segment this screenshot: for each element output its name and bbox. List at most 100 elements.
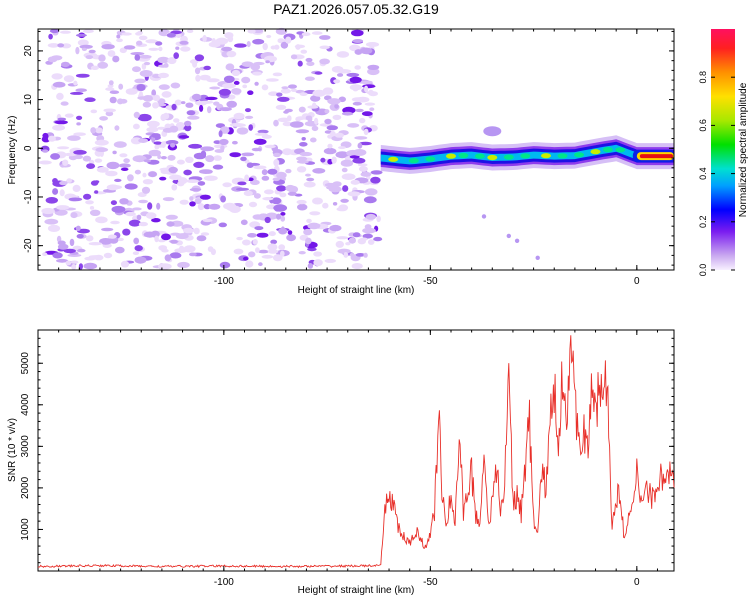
noise-speck	[219, 138, 229, 146]
noise-speck	[121, 32, 132, 36]
noise-speck	[94, 158, 103, 163]
noise-speck	[367, 68, 380, 76]
noise-speck	[118, 163, 131, 168]
signal-hotspot	[388, 156, 399, 162]
snr-y-tick-label: 5000	[20, 352, 31, 375]
noise-speck	[245, 108, 251, 113]
noise-speck	[290, 88, 297, 93]
noise-speck	[222, 83, 236, 89]
noise-speck	[142, 101, 152, 108]
noise-speck	[336, 51, 350, 58]
noise-speck	[107, 50, 116, 57]
snr-ylabel: SNR (10 * v/v)	[7, 418, 18, 482]
noise-speck	[270, 239, 278, 245]
noise-speck	[288, 84, 297, 89]
noise-speck	[254, 226, 264, 231]
noise-speck	[254, 81, 259, 86]
noise-speck	[139, 70, 153, 77]
noise-speck	[45, 197, 58, 204]
noise-speck	[312, 102, 317, 109]
noise-speck	[164, 254, 172, 262]
noise-speck	[298, 106, 306, 113]
noise-speck	[79, 44, 93, 49]
noise-speck	[363, 252, 368, 258]
noise-speck	[276, 185, 287, 192]
noise-speck	[273, 152, 281, 158]
noise-speck	[180, 101, 186, 105]
noise-speck	[207, 106, 212, 114]
noise-speck	[170, 143, 176, 148]
noise-speck	[137, 113, 152, 122]
noise-speck	[252, 71, 262, 76]
noise-speck	[296, 166, 307, 173]
noise-speck	[70, 91, 84, 95]
noise-speck	[160, 169, 169, 175]
noise-speck	[160, 113, 167, 122]
noise-speck	[151, 218, 161, 223]
noise-speck	[323, 147, 337, 155]
noise-speck	[258, 249, 269, 254]
noise-speck	[322, 202, 329, 209]
noise-speck	[76, 115, 83, 120]
noise-speck	[233, 112, 245, 120]
noise-speck	[336, 207, 347, 212]
noise-speck	[59, 180, 68, 186]
noise-speck	[242, 84, 248, 89]
noise-speck	[195, 74, 201, 82]
noise-speck	[170, 82, 181, 89]
noise-speck	[41, 136, 51, 143]
noise-speck	[208, 203, 221, 210]
noise-speck	[159, 176, 167, 181]
noise-speck	[266, 34, 272, 39]
noise-speck	[193, 161, 205, 168]
noise-speck	[47, 56, 58, 63]
noise-speck	[363, 128, 369, 135]
noise-speck	[101, 227, 114, 232]
signal-hotspot	[541, 153, 551, 159]
noise-speck	[340, 159, 354, 167]
noise-speck	[175, 233, 189, 240]
noise-speck	[367, 64, 380, 70]
noise-speck	[333, 79, 341, 84]
snr-axes: -100 -50 0 1000 2000 3000 4000 5000	[20, 330, 674, 588]
noise-speck	[247, 233, 257, 238]
noise-speck	[352, 149, 367, 156]
noise-speck	[267, 168, 278, 175]
noise-speck	[99, 116, 108, 121]
noise-speck	[332, 202, 338, 206]
noise-speck	[202, 35, 207, 43]
noise-speck	[85, 55, 94, 60]
noise-speck	[276, 213, 281, 220]
noise-speck	[156, 202, 161, 210]
noise-speck	[90, 127, 97, 134]
noise-speck	[52, 81, 66, 88]
noise-speck	[279, 39, 287, 43]
signal-hotspot	[557, 153, 568, 159]
noise-speck	[63, 248, 76, 254]
noise-speck	[75, 88, 87, 92]
noise-speck	[214, 149, 225, 153]
noise-speck	[74, 154, 83, 160]
spectrogram-panel: -100 -50 0 20 10 0 -10 -20 Height of straight l…	[7, 27, 675, 296]
noise-speck	[247, 177, 254, 182]
noise-speck	[88, 49, 96, 54]
noise-speck	[162, 197, 175, 202]
noise-speck	[329, 224, 342, 232]
noise-speck	[126, 174, 134, 182]
noise-speck	[194, 54, 205, 62]
noise-speck	[243, 190, 253, 197]
noise-speck	[324, 109, 330, 114]
noise-speck	[261, 175, 270, 181]
noise-speck	[117, 98, 124, 105]
noise-speck	[236, 187, 249, 191]
noise-speck	[306, 177, 315, 182]
noise-speck	[305, 173, 311, 177]
noise-speck	[224, 32, 234, 39]
noise-speck	[284, 108, 293, 113]
noise-speck	[154, 144, 160, 150]
noise-speck	[148, 149, 161, 157]
noise-speck	[57, 117, 67, 121]
noise-speck	[276, 92, 283, 97]
noise-speck	[287, 230, 293, 235]
